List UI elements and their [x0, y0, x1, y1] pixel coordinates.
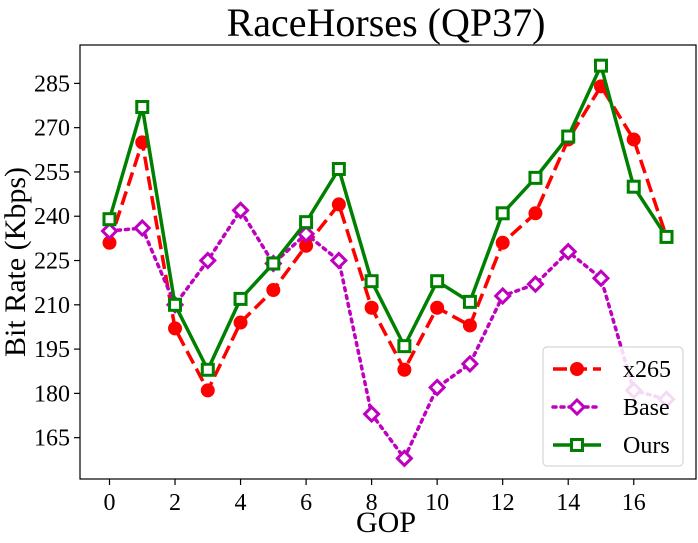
- y-tick-label: 270: [34, 116, 70, 142]
- data-point-ours: [528, 170, 543, 185]
- data-point-base: [460, 354, 480, 373]
- data-point-ours: [135, 100, 150, 114]
- x-tick-label: 12: [491, 490, 515, 516]
- data-point-base: [100, 221, 119, 241]
- x-tick-label: 8: [366, 490, 378, 516]
- data-point-ours: [102, 212, 117, 227]
- x-tick-label: 2: [169, 490, 181, 516]
- data-point-base: [493, 286, 512, 306]
- data-point-ours: [462, 294, 477, 309]
- y-tick-label: 195: [34, 337, 70, 363]
- data-point-x265: [462, 318, 477, 333]
- x-tick-label: 14: [556, 490, 580, 516]
- data-point-ours: [430, 274, 445, 289]
- legend-label-ours: Ours: [623, 433, 670, 459]
- data-point-ours: [495, 206, 510, 221]
- data-point-x265: [495, 235, 510, 250]
- data-point-base: [395, 449, 414, 468]
- legend-label-base: Base: [623, 395, 670, 421]
- y-tick-label: 285: [34, 71, 70, 97]
- data-point-x265: [331, 197, 346, 212]
- x-tick-label: 4: [235, 490, 247, 516]
- y-axis-label: Bit Rate (Kbps): [0, 167, 32, 357]
- data-point-ours: [331, 162, 346, 176]
- series-line-x265: [107, 84, 669, 393]
- legend-label-x265: x265: [623, 357, 671, 383]
- data-point-base: [231, 201, 250, 220]
- data-point-base: [362, 404, 381, 424]
- data-point-ours: [364, 274, 379, 289]
- data-point-ours: [200, 362, 215, 377]
- data-point-ours: [266, 256, 281, 271]
- y-tick-label: 240: [34, 204, 70, 230]
- x-axis-label: GOP: [356, 506, 416, 539]
- series-ours: [102, 58, 674, 377]
- y-tick-label: 255: [34, 160, 70, 186]
- x-tick-label: 6: [300, 490, 312, 516]
- y-tick-label: 180: [34, 381, 70, 407]
- series-line-base: [107, 208, 669, 461]
- data-point-ours: [659, 229, 674, 244]
- data-point-base: [559, 242, 578, 261]
- data-point-x265: [266, 283, 281, 298]
- y-tick-label: 210: [34, 293, 70, 319]
- data-point-x265: [364, 300, 379, 315]
- data-point-ours: [168, 297, 183, 312]
- data-point-base: [198, 251, 217, 270]
- data-point-base: [591, 269, 611, 288]
- data-point-ours: [299, 215, 314, 230]
- data-point-base: [428, 378, 447, 397]
- y-tick-label: 225: [34, 249, 70, 275]
- legend-box: [542, 346, 684, 467]
- chart-title: RaceHorses (QP37): [227, 0, 546, 45]
- data-point-x265: [528, 206, 543, 221]
- data-point-x265: [626, 132, 641, 147]
- x-tick-label: 0: [103, 490, 115, 516]
- legend-marker-ours: [570, 438, 584, 452]
- plot-frame: [79, 44, 697, 480]
- axes: 0 2 4 6 8 10 12 14 16 165 180 195 210 225 240 255 270 285: [34, 44, 697, 516]
- y-tick-label: 165: [34, 426, 70, 452]
- data-point-x265: [430, 300, 445, 315]
- data-point-ours: [626, 179, 641, 194]
- data-point-base: [526, 275, 545, 294]
- legend: x265 Base Ours: [542, 346, 684, 467]
- data-point-ours: [593, 58, 608, 73]
- data-point-x265: [397, 362, 412, 377]
- data-point-base: [133, 218, 152, 238]
- series-line-ours: [107, 63, 668, 372]
- data-point-base: [296, 224, 316, 244]
- x-tick-label: 16: [622, 490, 646, 516]
- data-point-ours: [397, 339, 412, 354]
- legend-marker-base: [567, 397, 587, 417]
- data-point-ours: [561, 129, 576, 144]
- data-point-base: [329, 251, 348, 270]
- data-point-x265: [168, 321, 183, 336]
- data-point-ours: [233, 291, 248, 306]
- data-point-x265: [200, 383, 215, 398]
- data-point-x265: [233, 315, 248, 330]
- legend-marker-x265: [570, 362, 584, 376]
- x-tick-label: 10: [425, 490, 449, 516]
